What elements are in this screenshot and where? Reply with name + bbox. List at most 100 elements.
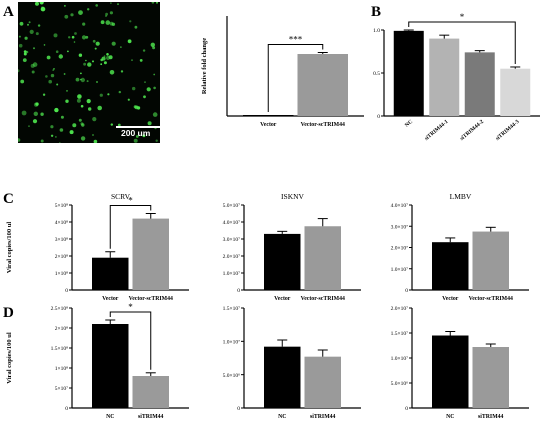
cell-dot bbox=[67, 50, 69, 53]
cell-dot bbox=[56, 83, 59, 86]
y-tick-label: 4.0×10⁷ bbox=[223, 220, 240, 226]
y-tick-label: 0 bbox=[405, 288, 408, 294]
y-tick-label: 0 bbox=[65, 288, 68, 294]
cell-dot bbox=[27, 23, 29, 26]
cell-dot bbox=[155, 139, 158, 142]
bar bbox=[472, 347, 509, 408]
cell-dot bbox=[22, 58, 27, 62]
cell-dot bbox=[71, 35, 75, 39]
cell-dot bbox=[99, 93, 103, 97]
cell-dot bbox=[68, 36, 71, 39]
chart-title: LMBV bbox=[450, 192, 472, 201]
y-tick-label: 2.0×10⁷ bbox=[391, 246, 408, 252]
cell-dot bbox=[23, 52, 27, 56]
cell-dot bbox=[32, 62, 38, 67]
cell-dot bbox=[133, 138, 138, 143]
bar bbox=[297, 54, 348, 116]
cell-dot bbox=[59, 128, 64, 132]
cell-dot bbox=[80, 104, 84, 108]
cell-dot bbox=[117, 123, 121, 127]
cell-dot bbox=[80, 78, 82, 81]
cell-dot bbox=[142, 49, 146, 52]
cell-dot bbox=[152, 46, 156, 50]
bar bbox=[92, 257, 129, 290]
cell-dot bbox=[87, 8, 90, 11]
cell-dot bbox=[35, 102, 39, 106]
cell-dot bbox=[139, 59, 143, 62]
cell-dot bbox=[111, 41, 116, 46]
cell-dot bbox=[18, 35, 21, 38]
cell-dot bbox=[55, 50, 59, 53]
cell-dot bbox=[64, 14, 69, 19]
y-tick-label: 5×10⁷ bbox=[55, 386, 68, 392]
cell-dot bbox=[50, 134, 54, 137]
y-axis-label: Viral copies/100 ul bbox=[6, 332, 13, 384]
x-tick-label: Vector bbox=[442, 296, 459, 302]
cell-dot bbox=[69, 130, 74, 135]
cell-dot bbox=[93, 139, 98, 143]
bar bbox=[132, 376, 169, 408]
x-tick-label: siTRIM44 bbox=[138, 414, 164, 420]
cell-dot bbox=[18, 43, 23, 48]
cell-dot bbox=[105, 12, 108, 16]
cell-dot bbox=[110, 123, 114, 126]
x-tick-label: Vector bbox=[102, 296, 119, 302]
y-tick-label: 2×10⁸ bbox=[55, 254, 68, 260]
chart-a: Relative fold change Vector Vector-scTRIM4… bbox=[201, 16, 364, 128]
cell-dot bbox=[82, 22, 86, 26]
bar bbox=[264, 346, 301, 408]
y-tick-label: 1.0×10⁷ bbox=[223, 271, 240, 277]
cell-dot bbox=[152, 112, 158, 117]
micrograph-cells bbox=[18, 2, 158, 143]
x-tick-label: Vector-scTRIM44 bbox=[129, 296, 173, 302]
bar bbox=[264, 233, 301, 290]
cell-dot bbox=[39, 2, 44, 5]
cell-dot bbox=[120, 70, 124, 73]
cell-dot bbox=[78, 53, 83, 57]
cell-dot bbox=[105, 55, 111, 61]
significance-marker: * bbox=[128, 196, 133, 206]
x-tick-label: Vector-scTRIM44 bbox=[301, 122, 345, 128]
significance-marker: * bbox=[460, 12, 465, 22]
cell-dot bbox=[18, 69, 20, 73]
cell-dot bbox=[105, 20, 111, 25]
x-tick-label: siTRIM44-1 bbox=[424, 119, 450, 142]
cell-dot bbox=[95, 4, 98, 7]
cell-dot bbox=[64, 5, 66, 7]
scale-bar bbox=[116, 126, 160, 128]
cell-dot bbox=[151, 2, 155, 4]
cell-dot bbox=[101, 56, 106, 61]
bar bbox=[393, 30, 424, 116]
bar bbox=[432, 242, 469, 290]
cell-dot bbox=[150, 42, 155, 47]
cell-dot bbox=[109, 11, 113, 15]
cell-dot bbox=[18, 138, 21, 142]
cell-dot bbox=[73, 41, 76, 43]
cell-dot bbox=[80, 136, 86, 141]
cell-dot bbox=[35, 32, 39, 36]
x-tick-label: siTRIM44-2 bbox=[459, 119, 485, 142]
cell-dot bbox=[146, 87, 151, 92]
cell-dot bbox=[50, 125, 54, 129]
y-tick-label: 5.0×10⁶ bbox=[391, 381, 408, 387]
cell-dot bbox=[105, 15, 107, 17]
y-tick-label: 5.0×10⁷ bbox=[223, 203, 240, 209]
chart-d-isknv: 0 5.0×10⁶ 1.0×10⁷ 1.5×10⁷ NC siTRIM44 bbox=[223, 306, 361, 420]
cell-dot bbox=[33, 111, 38, 117]
cell-dot bbox=[75, 77, 80, 82]
y-tick-label: 5×10⁸ bbox=[55, 203, 68, 209]
cell-dot bbox=[78, 118, 82, 122]
cell-dot bbox=[31, 70, 35, 74]
bar bbox=[243, 115, 294, 116]
chart-d-lmbv: 0 5.0×10⁶ 1.0×10⁷ 1.5×10⁷ 2.0×10⁷ NC siTRIM44 bbox=[391, 306, 529, 420]
chart-c-scrv: 0 1×10⁸ 2×10⁸ 3×10⁸ 4×10⁸ 5×10⁸ SCRV Viral copi… bbox=[6, 192, 189, 302]
significance-marker: * bbox=[128, 302, 133, 312]
y-tick-label: 0 bbox=[237, 288, 240, 294]
cell-dot bbox=[87, 62, 92, 67]
y-tick-label: 1.5×10⁸ bbox=[51, 346, 68, 352]
cell-dot bbox=[32, 119, 38, 124]
significance-bracket bbox=[109, 311, 152, 370]
y-tick-label: 1.0×10⁷ bbox=[391, 267, 408, 273]
cell-dot bbox=[46, 55, 51, 60]
cell-dot bbox=[80, 122, 84, 126]
